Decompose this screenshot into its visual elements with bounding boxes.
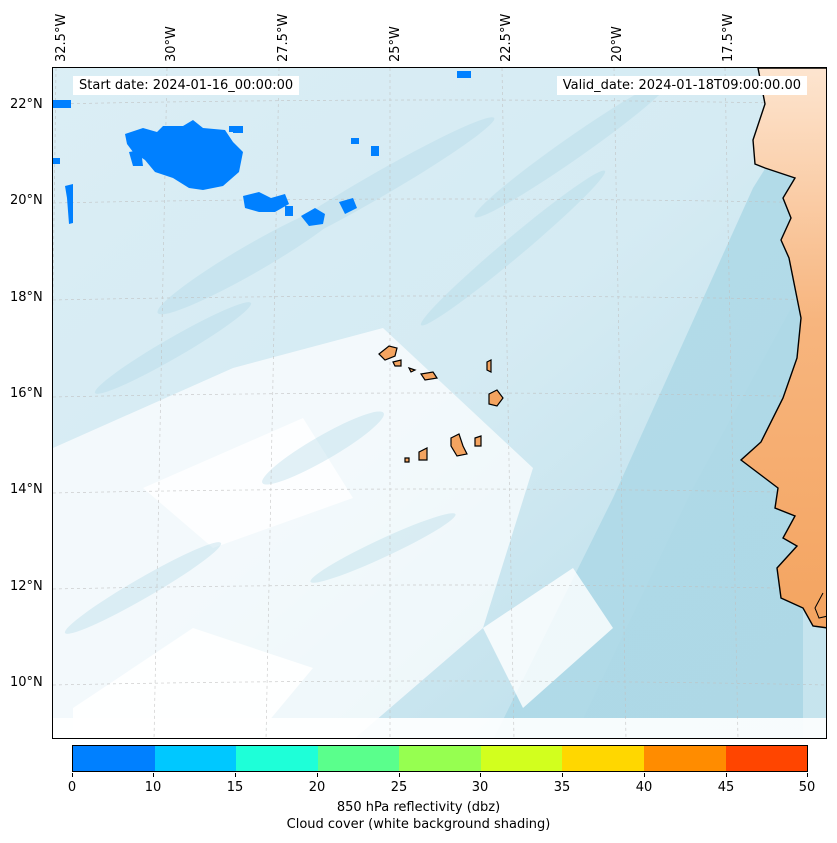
colorbar-tick xyxy=(726,773,727,777)
colorbar-segment xyxy=(236,746,318,771)
colorbar-tick xyxy=(235,773,236,777)
cape-verde-islands xyxy=(378,345,504,463)
lon-label-20w: 20°W xyxy=(610,26,625,62)
colorbar-segment xyxy=(480,746,563,771)
colorbar-tick xyxy=(562,773,563,777)
colorbar-segment xyxy=(399,746,481,771)
lat-label-14n: 14°N xyxy=(10,482,43,497)
cloud-cover-layer xyxy=(53,68,826,738)
colorbar-tick-label: 20 xyxy=(308,780,326,795)
reflectivity-patches xyxy=(53,71,471,226)
lat-label-18n: 18°N xyxy=(10,290,43,305)
africa-coast xyxy=(739,68,826,629)
colorbar-segment xyxy=(317,746,400,771)
colorbar-tick-label: 50 xyxy=(798,780,816,795)
lat-label-20n: 20°N xyxy=(10,193,43,208)
lon-label-17-5w: 17.5°W xyxy=(721,13,736,62)
colorbar-title: 850 hPa reflectivity (dbz) xyxy=(336,800,501,815)
colorbar-tick-label: 10 xyxy=(144,780,162,795)
colorbar-tick-label: 15 xyxy=(226,780,244,795)
colorbar-tick-label: 0 xyxy=(67,780,77,795)
colorbar-subtitle: Cloud cover (white background shading) xyxy=(286,817,551,832)
lat-label-16n: 16°N xyxy=(10,386,43,401)
colorbar-tick-label: 30 xyxy=(471,780,489,795)
lon-label-30w: 30°W xyxy=(164,26,179,62)
lat-label-10n: 10°N xyxy=(10,675,43,690)
colorbar-tick xyxy=(644,773,645,777)
colorbar-segment xyxy=(725,746,808,771)
lon-label-27-5w: 27.5°W xyxy=(276,13,291,62)
gridlines xyxy=(53,68,826,738)
colorbar-tick-label: 40 xyxy=(635,780,653,795)
colorbar-tick-label: 35 xyxy=(553,780,571,795)
colorbar-tick xyxy=(399,773,400,777)
lat-label-12n: 12°N xyxy=(10,579,43,594)
lon-label-25w: 25°W xyxy=(388,26,403,62)
valid-date-label: Valid_date: 2024-01-18T09:00:00.00 xyxy=(556,76,807,95)
colorbar-tick-label: 45 xyxy=(717,780,735,795)
colorbar-tick-label: 25 xyxy=(390,780,408,795)
start-date-label: Start date: 2024-01-16_00:00:00 xyxy=(73,76,300,95)
lon-label-32-5w: 32.5°W xyxy=(54,13,69,62)
colorbar-segment xyxy=(73,746,155,771)
colorbar-segment xyxy=(643,746,726,771)
colorbar-tick xyxy=(153,773,154,777)
map-canvas xyxy=(53,68,826,738)
colorbar-segment xyxy=(154,746,237,771)
colorbar-tick xyxy=(480,773,481,777)
lat-label-22n: 22°N xyxy=(10,97,43,112)
colorbar-tick xyxy=(72,773,73,777)
lon-label-22-5w: 22.5°W xyxy=(499,13,514,62)
colorbar-tick xyxy=(317,773,318,777)
colorbar xyxy=(72,745,808,772)
map-panel xyxy=(52,67,827,739)
colorbar-segment xyxy=(562,746,644,771)
colorbar-tick xyxy=(807,773,808,777)
